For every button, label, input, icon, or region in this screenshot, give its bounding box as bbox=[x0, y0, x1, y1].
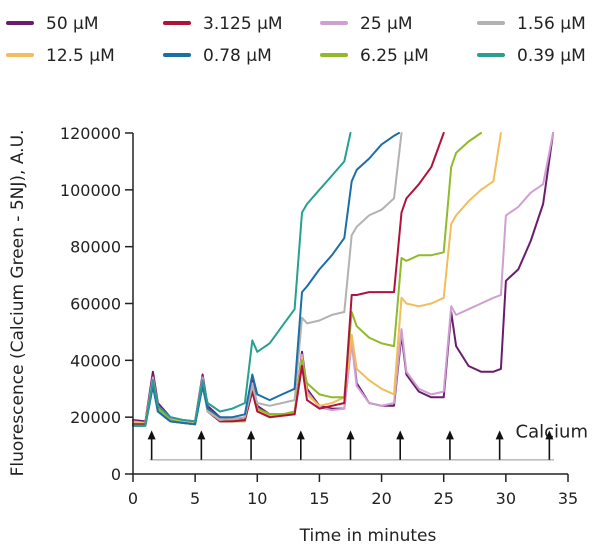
axes: 0 20000 40000 60000 80000 100000 120000 0 5 10 15 2… bbox=[60, 124, 578, 508]
legend-label-6: 0.78 µM bbox=[203, 46, 272, 66]
legend-label-3: 6.25 µM bbox=[360, 46, 429, 66]
x-tick-label-0: 0 bbox=[128, 489, 138, 508]
y-tick-label-3: 60000 bbox=[70, 295, 121, 314]
x-tick-label-7: 35 bbox=[558, 489, 578, 508]
y-tick-label-4: 80000 bbox=[70, 238, 121, 257]
legend-label-1: 25 µM bbox=[360, 14, 413, 34]
calcium-arrow-head-4 bbox=[346, 430, 355, 440]
y-tick-label-6: 120000 bbox=[60, 124, 121, 143]
calcium-arrow-head-6 bbox=[445, 430, 454, 440]
x-tick-label-3: 15 bbox=[309, 489, 329, 508]
x-tick-label-6: 30 bbox=[496, 489, 516, 508]
y-tick-label-5: 100000 bbox=[60, 181, 121, 200]
y-tick-label-0: 0 bbox=[111, 465, 121, 484]
y-tick-label-1: 20000 bbox=[70, 408, 121, 427]
y-tick-label-2: 40000 bbox=[70, 351, 121, 370]
calcium-arrow-head-0 bbox=[147, 430, 156, 440]
series-line-7 bbox=[132, 132, 352, 427]
series-layer bbox=[132, 132, 555, 427]
calcium-arrow-head-2 bbox=[247, 430, 256, 440]
calcium-label: Calcium bbox=[516, 421, 588, 442]
calcium-arrow-head-7 bbox=[495, 430, 504, 440]
calcium-arrow-head-1 bbox=[197, 430, 206, 440]
series-line-1 bbox=[132, 132, 555, 424]
legend-label-0: 50 µM bbox=[46, 14, 99, 34]
legend: 50 µM 25 µM 12.5 µM 6.25 µM 3.125 µM 1.56 µM 0… bbox=[6, 14, 586, 66]
legend-label-7: 0.39 µM bbox=[517, 46, 586, 66]
calcium-arrow-head-5 bbox=[396, 430, 405, 440]
series-line-0 bbox=[132, 132, 555, 423]
x-tick-label-2: 10 bbox=[247, 489, 267, 508]
y-axis-title: Fluorescence (Calcium Green - 5NJ), A.U. bbox=[8, 130, 28, 477]
x-tick-label-1: 5 bbox=[190, 489, 200, 508]
series-line-5 bbox=[132, 132, 403, 427]
series-line-6 bbox=[132, 132, 400, 427]
legend-label-4: 3.125 µM bbox=[203, 14, 283, 34]
legend-label-2: 12.5 µM bbox=[46, 46, 115, 66]
plot-area: Calcium 0 20000 40000 60000 80000 100000 12000… bbox=[60, 124, 588, 508]
calcium-annotation: Calcium bbox=[147, 421, 588, 461]
x-tick-label-5: 25 bbox=[434, 489, 454, 508]
calcium-arrow-head-3 bbox=[296, 430, 305, 440]
x-tick-label-4: 20 bbox=[371, 489, 391, 508]
x-axis-title: Time in minutes bbox=[299, 526, 437, 546]
calcium-arrow-head-8 bbox=[545, 430, 554, 440]
series-line-3 bbox=[132, 132, 482, 426]
legend-label-5: 1.56 µM bbox=[517, 14, 586, 34]
